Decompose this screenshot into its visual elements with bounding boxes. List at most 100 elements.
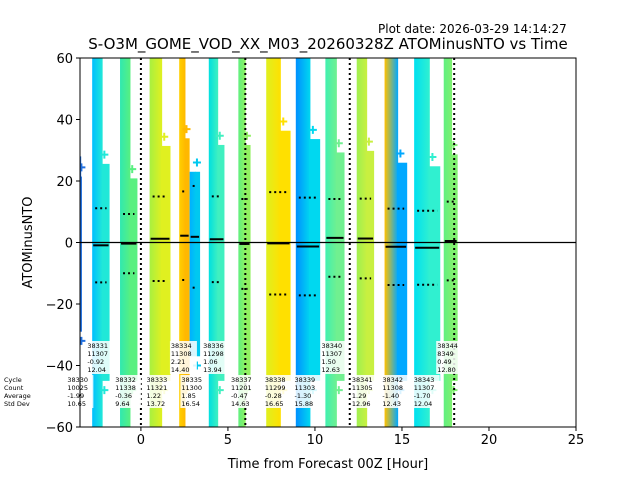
outlier-marker bbox=[334, 139, 343, 148]
annotation-background bbox=[180, 375, 208, 408]
annotation-line: 16.65 bbox=[265, 400, 284, 408]
annotation-line: 38338 bbox=[265, 376, 286, 384]
annotation-background bbox=[145, 375, 173, 408]
stats-row-label: Average bbox=[4, 392, 31, 400]
x-tick-label: 25 bbox=[568, 433, 585, 448]
data-strip-tail-38336 bbox=[217, 144, 225, 381]
outlier-marker bbox=[80, 336, 86, 345]
annotation-line: 38336 bbox=[203, 342, 224, 350]
annotation-line: 38330 bbox=[67, 376, 88, 384]
y-axis-label: ATOMinusNTO bbox=[21, 196, 36, 288]
x-axis: 0 5 10 15 20 25 bbox=[137, 427, 585, 448]
annotation-line: 12.96 bbox=[352, 400, 371, 408]
annotation-line: 38332 bbox=[115, 376, 136, 384]
annotation-line: 12.04 bbox=[87, 366, 106, 374]
annotation-line: 11298 bbox=[203, 350, 224, 358]
annotation-background bbox=[86, 341, 114, 374]
data-strip-tail-38344 bbox=[451, 154, 458, 381]
y-tick-label: −60 bbox=[46, 421, 73, 436]
annotation-line: 38331 bbox=[87, 342, 108, 350]
annotation-line: 13.94 bbox=[203, 366, 222, 374]
data-strip-tail-38338 bbox=[279, 130, 291, 381]
x-tick-label: 0 bbox=[137, 433, 145, 448]
annotation-line: 9.64 bbox=[115, 400, 129, 408]
outlier-marker bbox=[100, 386, 109, 395]
annotation-line: -1.99 bbox=[67, 392, 84, 400]
annotation-line: 38342 bbox=[382, 376, 403, 384]
outlier-marker bbox=[308, 125, 317, 134]
annotation-background bbox=[169, 341, 197, 374]
stats-row-label: Std Dev bbox=[4, 400, 30, 408]
annotation-line: 38340 bbox=[321, 342, 342, 350]
annotation-line: 12.04 bbox=[414, 400, 433, 408]
annotation-line: -1.30 bbox=[294, 392, 311, 400]
chart-title: S-O3M_GOME_VOD_XX_M03_20260328Z ATOMinus… bbox=[88, 35, 568, 53]
annotation-line: 38335 bbox=[181, 376, 202, 384]
annotation-line: -1.40 bbox=[382, 392, 399, 400]
annotation-line: 1.22 bbox=[147, 392, 161, 400]
reference-lines bbox=[80, 58, 576, 427]
annotation-line: 38343 bbox=[414, 376, 435, 384]
annotation-line: 12.80 bbox=[437, 366, 456, 374]
annotation-line: 10025 bbox=[67, 384, 88, 392]
annotation-background bbox=[263, 375, 291, 408]
annotation-background bbox=[293, 375, 321, 408]
y-tick-label: −20 bbox=[46, 298, 73, 313]
annotation-line: 11307 bbox=[87, 350, 108, 358]
outlier-marker bbox=[449, 386, 458, 395]
y-tick-label: 60 bbox=[56, 52, 73, 67]
annotation-background bbox=[412, 375, 440, 408]
annotation-line: 14.40 bbox=[171, 366, 190, 374]
annotation-line: 11308 bbox=[171, 350, 192, 358]
y-axis: −60 −40 −20 0 20 40 60 bbox=[46, 52, 80, 436]
annotation-background bbox=[436, 341, 464, 374]
statistic-markers bbox=[93, 184, 457, 297]
outlier-marker bbox=[215, 131, 224, 140]
x-tick-label: 20 bbox=[481, 433, 498, 448]
data-strip-38330 bbox=[80, 156, 82, 332]
outlier-marker bbox=[428, 153, 437, 162]
annotation-line: 38344 bbox=[437, 342, 458, 350]
annotation-line: 1.50 bbox=[321, 358, 335, 366]
outlier-marker bbox=[279, 117, 288, 126]
annotation-line: 38341 bbox=[352, 376, 373, 384]
annotation-line: 0.49 bbox=[437, 358, 451, 366]
annotation-line: 11201 bbox=[231, 384, 252, 392]
outlier-marker bbox=[160, 132, 169, 141]
annotation-line: 38339 bbox=[294, 376, 315, 384]
outlier-marker bbox=[80, 163, 86, 172]
annotation-line: 12.43 bbox=[382, 400, 401, 408]
annotation-line: -1.70 bbox=[414, 392, 431, 400]
annotation-line: 1.85 bbox=[181, 392, 195, 400]
data-strip-tail-38341 bbox=[366, 150, 375, 381]
annotation-line: 11338 bbox=[115, 384, 136, 392]
plot-date: Plot date: 2026-03-29 14:14:27 bbox=[378, 22, 567, 36]
annotation-background bbox=[320, 341, 348, 374]
annotation-line: 11308 bbox=[382, 384, 403, 392]
annotation-background bbox=[350, 375, 378, 408]
annotation-line: 11321 bbox=[147, 384, 168, 392]
data-strip-tail-38342 bbox=[397, 162, 408, 381]
data-strip-tail-38330 bbox=[81, 176, 82, 332]
annotation-line: -0.36 bbox=[115, 392, 132, 400]
annotation-line: 13.72 bbox=[147, 400, 166, 408]
stats-row-label: Cycle bbox=[4, 376, 22, 384]
x-tick-label: 15 bbox=[394, 433, 411, 448]
annotation-line: 38334 bbox=[171, 342, 192, 350]
outlier-marker bbox=[100, 150, 109, 159]
annotation-line: 38337 bbox=[231, 376, 252, 384]
data-strip-tail-38339 bbox=[309, 139, 321, 381]
outlier-marker bbox=[449, 141, 458, 150]
